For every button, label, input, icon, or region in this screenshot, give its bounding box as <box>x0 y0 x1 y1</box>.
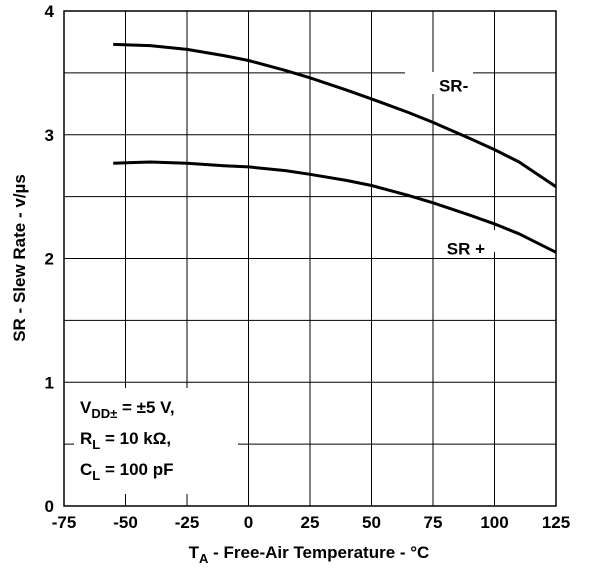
x-tick-label: -75 <box>52 513 77 532</box>
condition-symbol: R <box>80 429 92 448</box>
conditions-legend: VDD± = ±5 V,RL = 10 kΩ,CL = 100 pF <box>80 398 175 483</box>
x-tick-label: -25 <box>175 513 200 532</box>
series-label-bg <box>434 230 502 252</box>
y-axis-label: SR - Slew Rate - v/µs <box>10 174 29 342</box>
y-tick-label: 3 <box>45 126 54 145</box>
series-group: SR- SR + <box>113 42 557 259</box>
y-tick-label: 4 <box>45 2 55 21</box>
y-tick-label: 0 <box>45 497 54 516</box>
plot-area-border <box>63 10 557 507</box>
x-axis-label-sub: A <box>199 551 209 566</box>
condition-symbol: C <box>80 460 92 479</box>
series-label: SR + <box>447 240 485 259</box>
x-tick-label: 25 <box>301 513 320 532</box>
x-tick-labels: -75 -50 -25 0 25 50 75 100 125 <box>52 513 570 532</box>
series-label: SR- <box>439 76 468 95</box>
condition-symbol: V <box>80 398 92 417</box>
y-tick-label: 2 <box>45 250 54 269</box>
condition-value: = 10 kΩ, <box>100 429 171 448</box>
x-tick-label: 125 <box>542 513 570 532</box>
condition-line: CL = 100 pF <box>80 460 173 483</box>
y-tick-label: 1 <box>45 373 54 392</box>
x-tick-label: 75 <box>424 513 443 532</box>
x-tick-label: 0 <box>244 513 253 532</box>
series-label-bg <box>405 72 473 94</box>
condition-subscript: L <box>92 437 100 452</box>
condition-subscript: L <box>92 468 100 483</box>
condition-value: = ±5 V, <box>117 398 174 417</box>
condition-value: = 100 pF <box>100 460 173 479</box>
conditions-box <box>74 388 238 494</box>
x-axis-label-rest: - Free-Air Temperature - °C <box>208 543 429 562</box>
x-tick-label: -50 <box>113 513 138 532</box>
series-line <box>113 42 557 188</box>
x-axis-label: TA - Free-Air Temperature - °C <box>189 543 430 566</box>
y-tick-labels: 0 1 2 3 4 <box>45 2 55 516</box>
condition-line: RL = 10 kΩ, <box>80 429 171 452</box>
condition-line: VDD± = ±5 V, <box>80 398 175 421</box>
series-line <box>113 160 557 254</box>
x-tick-label: 50 <box>362 513 381 532</box>
x-axis-label-main: T <box>189 543 200 562</box>
condition-subscript: DD± <box>91 406 117 421</box>
x-tick-label: 100 <box>480 513 508 532</box>
